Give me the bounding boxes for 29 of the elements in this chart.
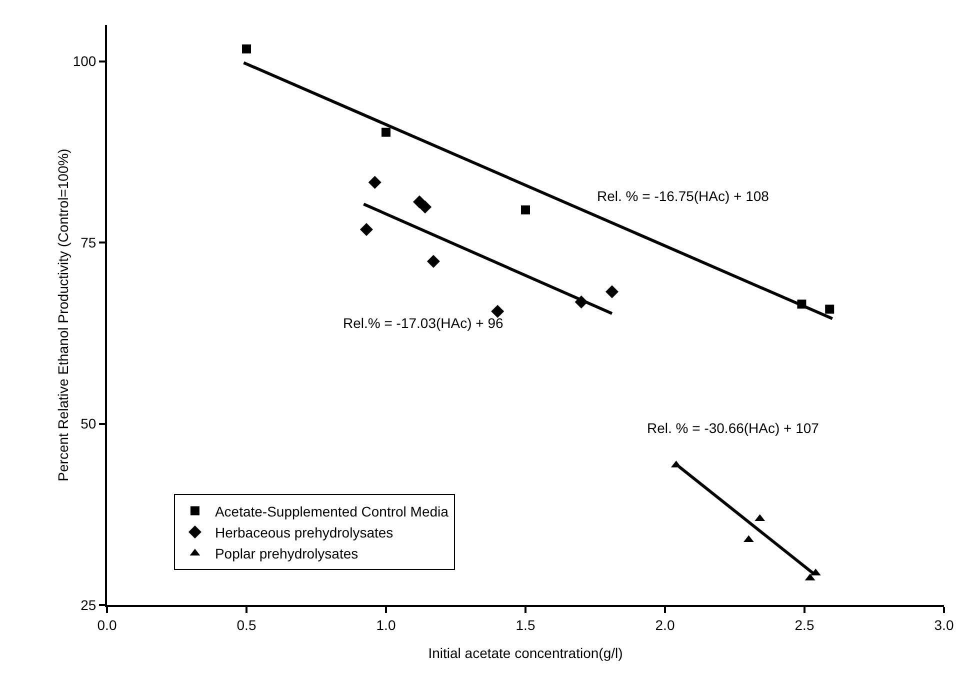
y-tick-label: 25 [80, 596, 96, 613]
x-tick-label: 2.5 [794, 616, 814, 633]
legend-label: Acetate-Supplemented Control Media [214, 503, 449, 520]
x-tick-label: 1.0 [376, 616, 396, 633]
y-tick-label: 100 [72, 53, 96, 70]
legend-label: Herbaceous prehydrolysates [214, 524, 394, 540]
x-tick-label: 3.0 [934, 616, 954, 633]
x-axis-title: Initial acetate concentration(g/l) [428, 645, 623, 661]
x-tick-label: 0.5 [236, 616, 256, 633]
x-tick-label: 2.0 [655, 616, 675, 633]
y-tick-label: 50 [80, 416, 96, 432]
annotation: Rel.% = -17.03(HAc) + 96 [343, 315, 504, 331]
point [360, 222, 373, 236]
point [242, 44, 251, 54]
x-tick-label: 1.5 [516, 616, 536, 633]
point [382, 128, 390, 137]
y-tick-label: 75 [80, 234, 96, 250]
point [426, 254, 440, 268]
annotation: Rel. % = -30.66(HAc) + 107 [647, 420, 820, 436]
legend-label: Poplar prehydrolysates [214, 546, 358, 562]
x-tick-label: 0.0 [97, 616, 117, 633]
point [491, 304, 504, 318]
y-axis-title: Percent Relative Ethanol Productivity (Control=100%) [55, 148, 71, 482]
point [825, 304, 834, 314]
point [605, 285, 618, 298]
point [368, 176, 382, 189]
point [521, 205, 530, 214]
point [418, 200, 432, 214]
annotation: Rel. % = -16.75(HAc) + 108 [597, 188, 770, 204]
